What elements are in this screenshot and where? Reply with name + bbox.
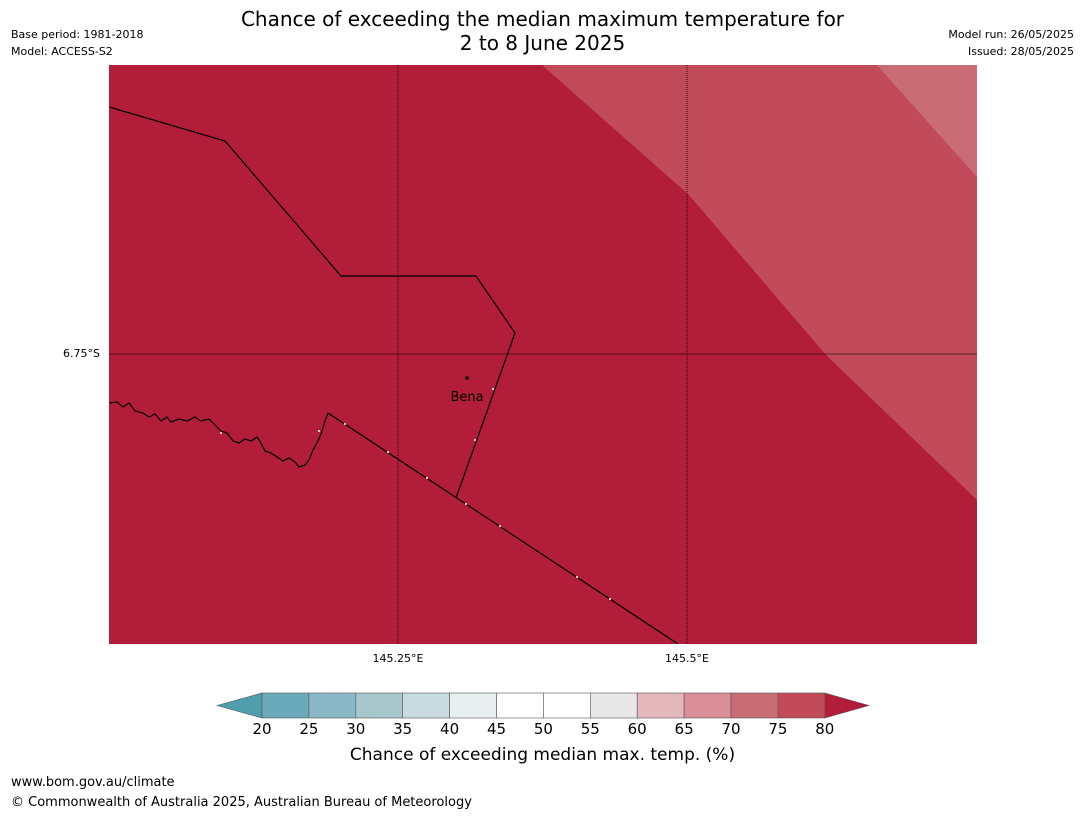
colorbar-tick-label: 80 — [815, 720, 835, 738]
colorbar-tick-label: 30 — [346, 720, 366, 738]
colorbar-cell — [730, 692, 779, 719]
footer-copyright: © Commonwealth of Australia 2025, Austra… — [11, 795, 472, 810]
boundary-dot — [474, 439, 476, 441]
colorbar-cells — [215, 692, 871, 719]
boundary-dot — [387, 451, 389, 453]
colorbar-tick-label: 35 — [393, 720, 413, 738]
boundary-line-north — [109, 106, 516, 499]
footer-url: www.bom.gov.au/climate — [11, 775, 175, 790]
probability-zone-70-75 — [877, 65, 977, 177]
colorbar-tick-label: 60 — [627, 720, 647, 738]
colorbar-tick-label: 40 — [440, 720, 460, 738]
model-run: Model run: 26/05/2025 — [948, 28, 1074, 41]
colorbar-cell — [308, 692, 357, 719]
boundary-dot — [499, 525, 501, 527]
title-line-1: Chance of exceeding the median maximum t… — [240, 7, 845, 31]
probability-zone-75-80 — [542, 65, 977, 500]
colorbar-cell — [261, 692, 310, 719]
place-marker — [465, 376, 469, 380]
colorbar-tick-label: 20 — [252, 720, 272, 738]
colorbar-tick-label: 25 — [299, 720, 319, 738]
map-title: Chance of exceeding the median maximum t… — [0, 7, 1085, 55]
base-period: Base period: 1981-2018 — [11, 28, 144, 41]
boundary-dot — [344, 423, 346, 425]
colorbar-label: Chance of exceeding median max. temp. (%… — [349, 745, 736, 765]
meta-right: Model run: 26/05/2025 Issued: 28/05/2025 — [948, 26, 1074, 60]
colorbar-tick-label: 75 — [768, 720, 788, 738]
boundary-dot — [318, 430, 320, 432]
boundary-dot — [576, 576, 578, 578]
colorbar-tick-label: 55 — [580, 720, 600, 738]
boundary-dot — [609, 598, 611, 600]
title-line-2: 2 to 8 June 2025 — [459, 31, 626, 55]
place-label-bena: Bena — [450, 390, 483, 405]
colorbar — [215, 692, 871, 719]
boundary-dot — [465, 503, 467, 505]
boundary-marker-dots — [220, 388, 611, 600]
latitude-label: 6.75°S — [63, 347, 100, 360]
boundary-dot — [220, 432, 222, 434]
colorbar-cell — [589, 692, 638, 719]
longitude-label-145-5: 145.5°E — [665, 652, 709, 665]
boundary-line-south — [327, 412, 679, 644]
colorbar-cell — [543, 692, 591, 719]
colorbar-cell — [402, 692, 450, 719]
colorbar-tick-label: 50 — [533, 720, 553, 738]
colorbar-tick-label: 65 — [674, 720, 694, 738]
boundary-line-west — [109, 401, 329, 468]
colorbar-tick-label: 45 — [486, 720, 507, 738]
colorbar-extend-high — [824, 692, 871, 719]
boundary-dot — [492, 388, 494, 390]
longitude-label-145-25: 145.25°E — [372, 652, 424, 665]
colorbar-tick-label: 70 — [721, 720, 741, 738]
colorbar-cell — [777, 692, 826, 719]
colorbar-cell — [449, 692, 497, 719]
colorbar-cell — [636, 692, 685, 719]
issued-date: Issued: 28/05/2025 — [967, 45, 1074, 58]
colorbar-cell — [683, 692, 732, 719]
boundary-dot — [426, 477, 428, 479]
colorbar-cell — [496, 692, 544, 719]
meta-left: Base period: 1981-2018 Model: ACCESS-S2 — [11, 26, 143, 60]
model-name: Model: ACCESS-S2 — [11, 45, 113, 58]
colorbar-cell — [355, 692, 404, 719]
forecast-map: Bena — [109, 65, 977, 644]
colorbar-extend-low — [215, 692, 263, 719]
